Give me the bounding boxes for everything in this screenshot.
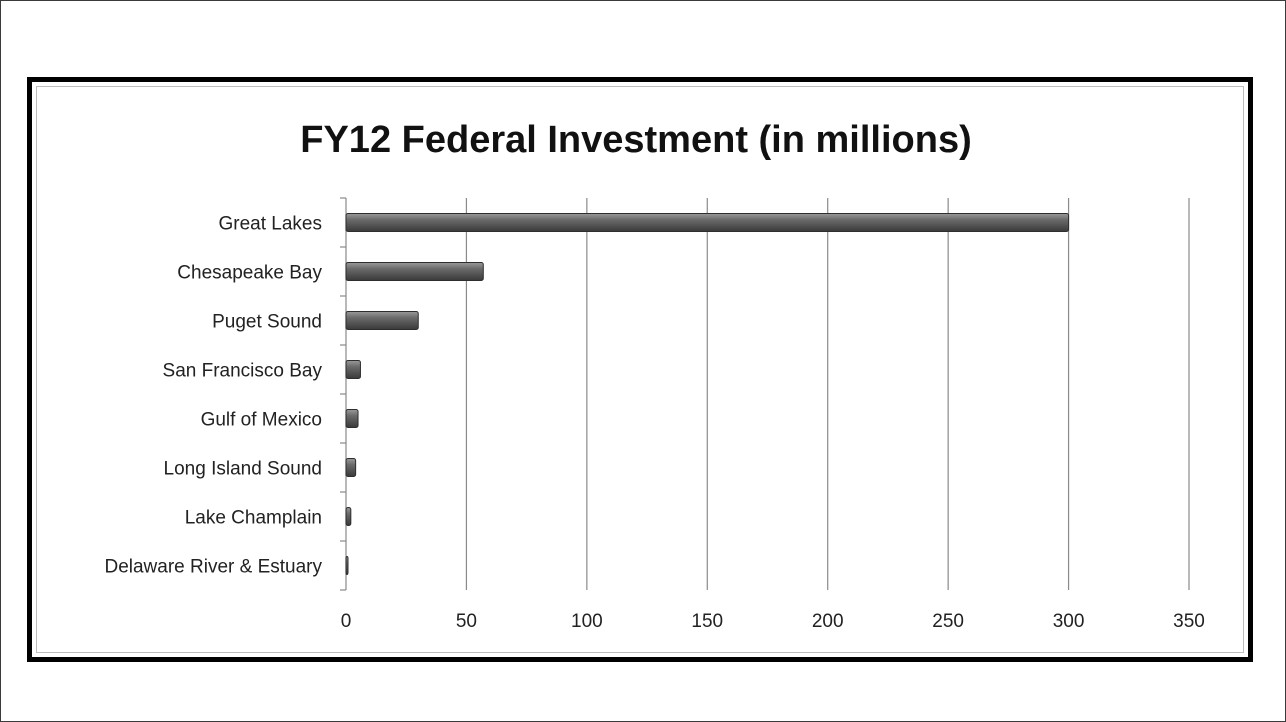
category-label: San Francisco Bay xyxy=(163,361,323,382)
bar xyxy=(345,458,357,477)
bar xyxy=(345,213,1070,232)
x-tick-label: 150 xyxy=(691,611,723,632)
category-label: Great Lakes xyxy=(219,214,323,235)
chart-title: FY12 Federal Investment (in millions) xyxy=(300,119,972,161)
x-tick-label: 200 xyxy=(812,611,844,632)
bars xyxy=(345,213,1070,575)
gridlines xyxy=(465,198,1190,590)
chart-frame xyxy=(27,77,1253,662)
category-label: Chesapeake Bay xyxy=(177,263,322,284)
bar xyxy=(345,409,359,428)
bar xyxy=(345,507,352,526)
bar xyxy=(345,311,419,330)
bar xyxy=(345,360,361,379)
category-label: Delaware River & Estuary xyxy=(104,557,322,578)
axes xyxy=(340,197,347,591)
bar xyxy=(345,262,484,281)
category-label: Long Island Sound xyxy=(164,459,322,480)
category-label: Gulf of Mexico xyxy=(201,410,322,431)
category-label: Puget Sound xyxy=(212,312,322,333)
x-tick-label: 0 xyxy=(341,611,352,632)
bar xyxy=(345,556,349,575)
x-tick-label: 300 xyxy=(1053,611,1085,632)
tick-labels: 0 50 100 150 200 250 300 350 xyxy=(341,611,1205,632)
x-tick-label: 250 xyxy=(932,611,964,632)
chart-area xyxy=(36,86,1244,653)
category-label: Lake Champlain xyxy=(185,508,322,529)
x-tick-label: 100 xyxy=(571,611,603,632)
x-tick-label: 50 xyxy=(456,611,477,632)
x-tick-label: 350 xyxy=(1173,611,1205,632)
category-labels: Great Lakes Chesapeake Bay Puget Sound San … xyxy=(104,214,322,578)
